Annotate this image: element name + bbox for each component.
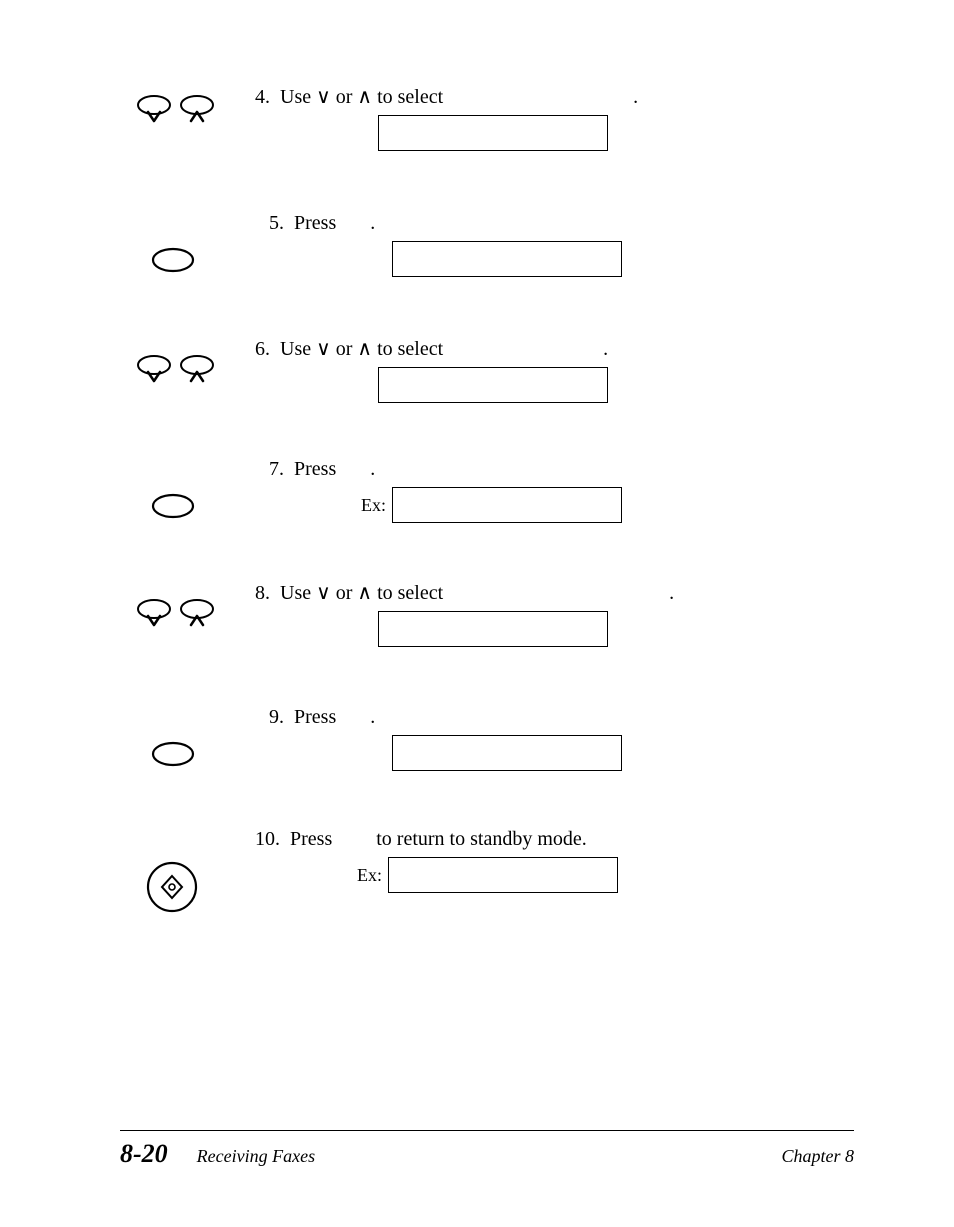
step-8-icon bbox=[135, 580, 240, 640]
step-10-icon bbox=[135, 828, 250, 914]
chapter-label: Chapter 8 bbox=[781, 1146, 854, 1167]
step-10: 10. Press to return to standby mode. Ex: bbox=[135, 828, 695, 914]
step-10-number: 10. bbox=[250, 828, 280, 851]
step-7-trail: . bbox=[370, 458, 375, 481]
step-5-number: 5. bbox=[254, 212, 284, 235]
up-down-buttons-icon bbox=[135, 598, 220, 640]
stop-button-icon bbox=[145, 860, 199, 914]
step-4-trail: . bbox=[633, 86, 638, 109]
step-8-post: to select bbox=[372, 582, 443, 604]
up-down-buttons-icon bbox=[135, 94, 220, 136]
step-10-post: to return to standby mode. bbox=[376, 828, 587, 851]
down-glyph: ∨ bbox=[316, 582, 331, 604]
display-box bbox=[392, 241, 622, 277]
oval-button-icon bbox=[149, 740, 197, 780]
step-6-text: Use ∨ or ∧ to select bbox=[280, 336, 443, 361]
down-glyph: ∨ bbox=[316, 86, 331, 108]
display-box bbox=[378, 367, 608, 403]
step-9: 9. Press . bbox=[135, 706, 695, 780]
step-4-text: Use ∨ or ∧ to select bbox=[280, 84, 443, 109]
section-title: Receiving Faxes bbox=[197, 1146, 315, 1166]
step-6-mid: or bbox=[331, 338, 358, 360]
step-9-icon bbox=[135, 706, 254, 780]
page: 4. Use ∨ or ∧ to select . 5. Press . bbox=[0, 0, 954, 1227]
step-7-icon bbox=[135, 458, 254, 532]
step-5-icon bbox=[135, 212, 254, 286]
step-7-number: 7. bbox=[254, 458, 284, 481]
step-4-mid: or bbox=[331, 86, 358, 108]
footer-left: 8-20 Receiving Faxes bbox=[120, 1139, 315, 1169]
step-6-post: to select bbox=[372, 338, 443, 360]
step-8-trail: . bbox=[669, 582, 674, 605]
footer-rule bbox=[120, 1130, 854, 1131]
step-8-number: 8. bbox=[240, 582, 270, 605]
step-7-text: Press bbox=[294, 458, 336, 481]
step-9-trail: . bbox=[370, 706, 375, 729]
step-8-pre: Use bbox=[280, 582, 316, 604]
step-4-number: 4. bbox=[240, 86, 270, 109]
page-number: 8-20 bbox=[120, 1139, 168, 1168]
step-4-icon bbox=[135, 84, 240, 136]
step-8-mid: or bbox=[331, 582, 358, 604]
step-5: 5. Press . bbox=[135, 212, 695, 286]
page-footer: 8-20 Receiving Faxes Chapter 8 bbox=[120, 1130, 854, 1169]
down-glyph: ∨ bbox=[316, 338, 331, 360]
up-glyph: ∧ bbox=[357, 582, 372, 604]
step-4-pre: Use bbox=[280, 86, 316, 108]
oval-button-icon bbox=[149, 246, 197, 286]
display-box bbox=[378, 611, 608, 647]
up-glyph: ∧ bbox=[357, 338, 372, 360]
step-6-icon bbox=[135, 336, 240, 396]
step-7: 7. Press . Ex: bbox=[135, 458, 695, 532]
ex-label: Ex: bbox=[352, 865, 382, 886]
ex-label: Ex: bbox=[356, 495, 386, 516]
step-9-text: Press bbox=[294, 706, 336, 729]
step-10-text: Press bbox=[290, 828, 332, 851]
step-8-text: Use ∨ or ∧ to select bbox=[280, 580, 443, 605]
up-down-buttons-icon bbox=[135, 354, 220, 396]
display-box bbox=[392, 735, 622, 771]
display-box bbox=[388, 857, 618, 893]
step-8: 8. Use ∨ or ∧ to select . bbox=[135, 580, 695, 647]
step-6-number: 6. bbox=[240, 338, 270, 361]
display-box bbox=[392, 487, 622, 523]
step-6: 6. Use ∨ or ∧ to select . bbox=[135, 336, 695, 403]
display-box bbox=[378, 115, 608, 151]
up-glyph: ∧ bbox=[357, 86, 372, 108]
step-4: 4. Use ∨ or ∧ to select . bbox=[135, 84, 695, 151]
step-4-post: to select bbox=[372, 86, 443, 108]
step-6-pre: Use bbox=[280, 338, 316, 360]
step-9-number: 9. bbox=[254, 706, 284, 729]
step-6-trail: . bbox=[603, 338, 608, 361]
step-5-trail: . bbox=[370, 212, 375, 235]
oval-button-icon bbox=[149, 492, 197, 532]
step-5-text: Press bbox=[294, 212, 336, 235]
